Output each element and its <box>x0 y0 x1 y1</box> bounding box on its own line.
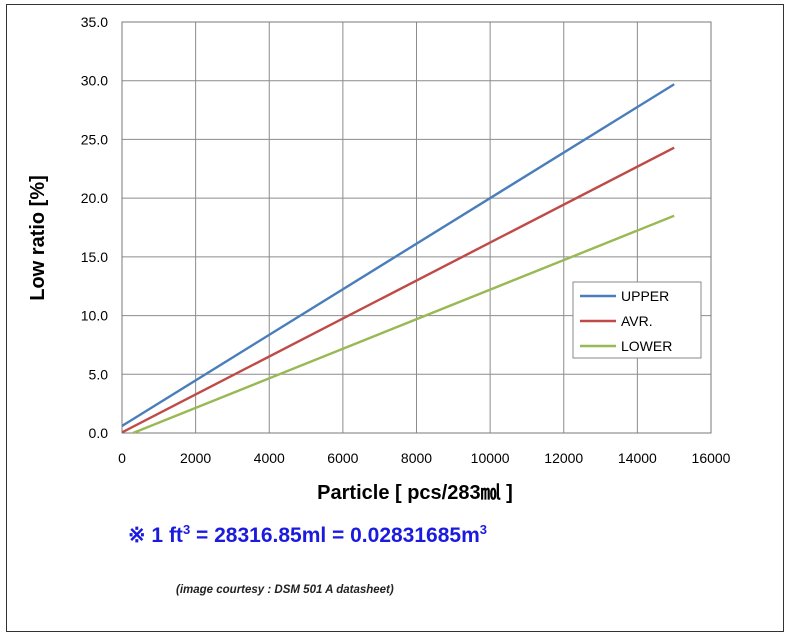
series-line-lower <box>132 214 675 435</box>
y-tick-label: 15.0 <box>81 249 108 265</box>
x-axis-label: Particle [ pcs/283㏖ ] <box>317 482 513 504</box>
y-tick-label: 35.0 <box>81 14 108 30</box>
figure-frame <box>6 4 784 632</box>
x-tick-label: 16000 <box>692 450 731 466</box>
series-lines <box>121 83 675 435</box>
y-tick-label: 30.0 <box>81 73 108 89</box>
y-tick-label: 20.0 <box>81 190 108 206</box>
y-tick-label: 0.0 <box>89 425 109 441</box>
x-tick-label: 8000 <box>401 450 432 466</box>
note-superscript-1: 3 <box>182 522 191 537</box>
note-prefix: ※ 1 ft <box>128 524 183 547</box>
x-tick-label: 4000 <box>254 450 285 466</box>
x-tick-label: 14000 <box>618 450 657 466</box>
x-tick-label: 12000 <box>544 450 583 466</box>
unit-conversion-note: ※ 1 ft3 = 28316.85ml = 0.02831685m3 <box>128 522 487 548</box>
plot-area <box>121 21 712 434</box>
plot-border <box>121 21 712 434</box>
x-tick-label: 0 <box>118 450 126 466</box>
series-line-avr <box>121 146 675 434</box>
image-courtesy: (image courtesy : DSM 501 A datasheet) <box>176 584 394 596</box>
legend-label: AVR. <box>621 313 653 329</box>
x-tick-labels: 0 2000 4000 6000 8000 10000 12000 14000 16000 <box>118 450 731 466</box>
y-tick-labels: 0.0 5.0 10.0 15.0 20.0 25.0 30.0 35.0 <box>81 14 108 441</box>
y-tick-label: 25.0 <box>81 131 108 147</box>
x-tick-label: 6000 <box>327 450 358 466</box>
legend-label: LOWER <box>621 338 672 354</box>
note-middle: = 28316.85ml = 0.02831685m <box>190 524 480 547</box>
y-tick-label: 5.0 <box>89 366 109 382</box>
x-tick-label: 10000 <box>471 450 510 466</box>
y-axis-label: Low ratio [%] <box>27 175 49 301</box>
legend-label: UPPER <box>621 288 669 304</box>
series-line-upper <box>121 83 675 427</box>
note-superscript-2: 3 <box>479 522 487 537</box>
y-tick-label: 10.0 <box>81 308 108 324</box>
legend: UPPER AVR. LOWER <box>572 281 702 359</box>
x-tick-label: 2000 <box>180 450 211 466</box>
